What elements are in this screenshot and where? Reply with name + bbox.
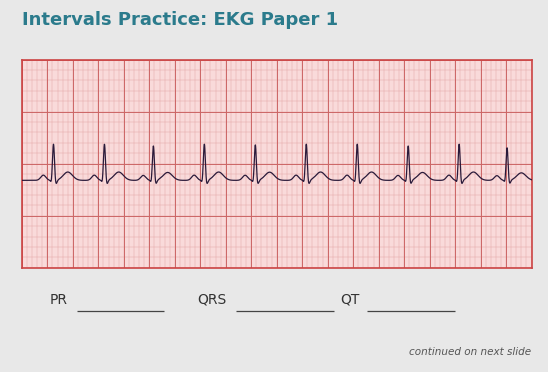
Text: continued on next slide: continued on next slide xyxy=(409,347,532,357)
Text: QT: QT xyxy=(340,293,359,307)
Text: PR: PR xyxy=(49,293,67,307)
Text: Intervals Practice: EKG Paper 1: Intervals Practice: EKG Paper 1 xyxy=(22,11,338,29)
Text: QRS: QRS xyxy=(197,293,226,307)
